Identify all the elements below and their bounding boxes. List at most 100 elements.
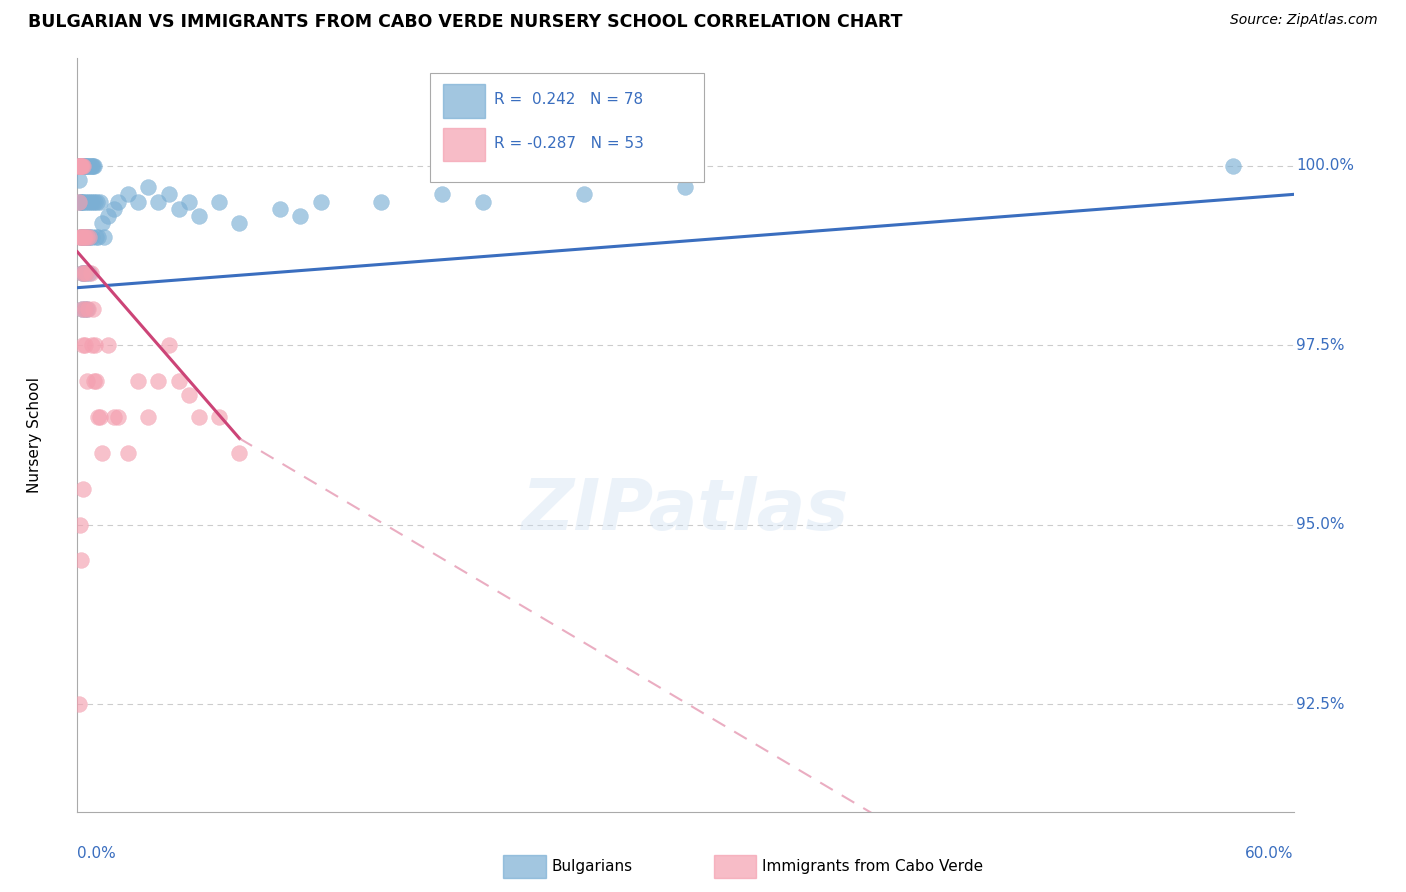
Point xyxy=(79,266,101,280)
Point xyxy=(136,409,159,424)
Point xyxy=(290,209,312,223)
Point xyxy=(73,159,96,173)
Text: 60.0%: 60.0% xyxy=(1246,846,1294,861)
Point xyxy=(83,374,105,388)
Point xyxy=(70,230,93,244)
Point xyxy=(76,159,98,173)
Point xyxy=(69,194,91,209)
Point xyxy=(72,159,94,173)
Point xyxy=(72,338,94,352)
Point xyxy=(67,173,90,187)
Point xyxy=(70,159,93,173)
Point xyxy=(75,230,97,244)
Point xyxy=(75,159,97,173)
Point xyxy=(67,159,90,173)
Point xyxy=(69,159,91,173)
Point xyxy=(70,266,93,280)
Point xyxy=(84,374,107,388)
Point xyxy=(309,194,332,209)
Point xyxy=(188,409,211,424)
Point xyxy=(70,230,93,244)
Text: 92.5%: 92.5% xyxy=(1296,697,1344,712)
Point xyxy=(89,409,111,424)
Point xyxy=(69,230,91,244)
Point xyxy=(77,159,100,173)
Point xyxy=(167,374,190,388)
FancyBboxPatch shape xyxy=(443,128,485,161)
Point xyxy=(136,180,159,194)
Point xyxy=(69,194,91,209)
Point xyxy=(80,159,103,173)
FancyBboxPatch shape xyxy=(443,85,485,118)
Text: BULGARIAN VS IMMIGRANTS FROM CABO VERDE NURSERY SCHOOL CORRELATION CHART: BULGARIAN VS IMMIGRANTS FROM CABO VERDE … xyxy=(28,13,903,31)
Point xyxy=(177,388,200,402)
Point xyxy=(75,302,97,317)
Point xyxy=(75,266,97,280)
Point xyxy=(79,230,101,244)
Point xyxy=(127,194,149,209)
Point xyxy=(79,266,101,280)
Point xyxy=(103,409,125,424)
Point xyxy=(90,446,112,460)
Point xyxy=(117,446,139,460)
Point xyxy=(177,194,200,209)
Text: R = -0.287   N = 53: R = -0.287 N = 53 xyxy=(495,136,644,151)
Point xyxy=(430,187,453,202)
Point xyxy=(70,553,93,567)
Point xyxy=(82,194,104,209)
Point xyxy=(86,230,108,244)
Point xyxy=(76,230,98,244)
Point xyxy=(75,338,97,352)
Point xyxy=(167,202,190,216)
Point xyxy=(75,159,97,173)
Point xyxy=(75,230,97,244)
Point xyxy=(97,338,120,352)
Point xyxy=(73,302,96,317)
Text: Nursery School: Nursery School xyxy=(27,376,42,493)
Point xyxy=(84,230,107,244)
Point xyxy=(93,230,115,244)
Point xyxy=(90,216,112,230)
Point xyxy=(72,230,94,244)
Text: Bulgarians: Bulgarians xyxy=(551,859,633,873)
Point xyxy=(70,159,93,173)
Point xyxy=(269,202,291,216)
Point xyxy=(69,517,91,532)
Point xyxy=(77,302,100,317)
Point xyxy=(76,194,98,209)
Point xyxy=(83,338,105,352)
Point xyxy=(73,266,96,280)
Point xyxy=(80,338,103,352)
Point xyxy=(370,194,392,209)
Point xyxy=(75,266,97,280)
Point xyxy=(471,194,494,209)
Point xyxy=(72,482,94,496)
Point xyxy=(82,159,104,173)
Point xyxy=(72,194,94,209)
Point xyxy=(73,266,96,280)
Point xyxy=(127,374,149,388)
Point xyxy=(188,209,211,223)
Point xyxy=(83,159,105,173)
Point xyxy=(103,202,125,216)
Point xyxy=(69,159,91,173)
Point xyxy=(228,216,250,230)
Point xyxy=(86,409,108,424)
Point xyxy=(157,338,180,352)
Text: 0.0%: 0.0% xyxy=(77,846,117,861)
Point xyxy=(76,230,98,244)
Point xyxy=(77,194,100,209)
Point xyxy=(72,302,94,317)
Point xyxy=(70,159,93,173)
Point xyxy=(69,159,91,173)
Point xyxy=(73,230,96,244)
Point xyxy=(72,266,94,280)
Text: R =  0.242   N = 78: R = 0.242 N = 78 xyxy=(495,92,644,107)
Point xyxy=(79,230,101,244)
Point xyxy=(70,159,93,173)
Point xyxy=(79,159,101,173)
Point xyxy=(572,187,595,202)
Point xyxy=(76,302,98,317)
Point xyxy=(79,159,101,173)
Point xyxy=(72,159,94,173)
